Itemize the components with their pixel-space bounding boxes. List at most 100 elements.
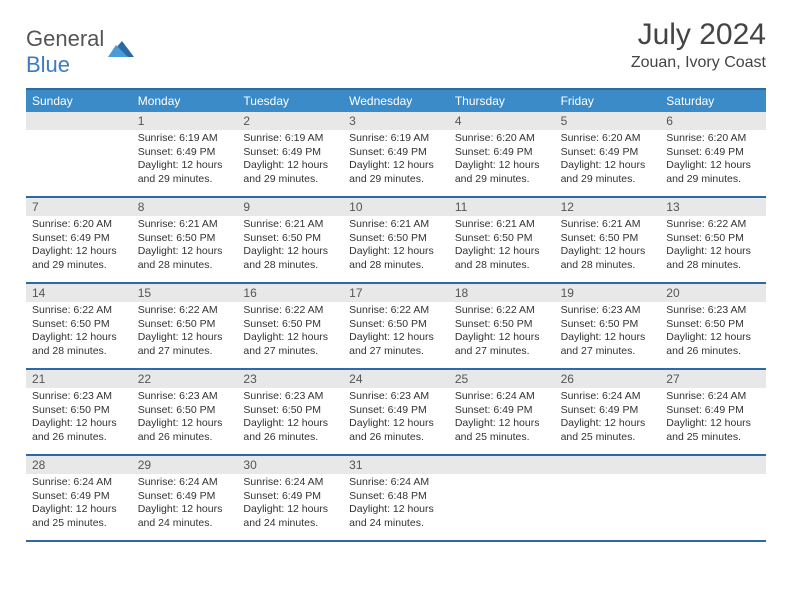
calendar-cell: 30Sunrise: 6:24 AMSunset: 6:49 PMDayligh… — [237, 456, 343, 540]
cell-body: Sunrise: 6:23 AMSunset: 6:49 PMDaylight:… — [343, 388, 449, 449]
day-number: 25 — [449, 370, 555, 388]
day-header-cell: Wednesday — [343, 90, 449, 112]
cell-body: Sunrise: 6:23 AMSunset: 6:50 PMDaylight:… — [555, 302, 661, 363]
day-number: 26 — [555, 370, 661, 388]
calendar-cell: 5Sunrise: 6:20 AMSunset: 6:49 PMDaylight… — [555, 112, 661, 196]
day-number: 3 — [343, 112, 449, 130]
day-number: 15 — [132, 284, 238, 302]
calendar-cell: 29Sunrise: 6:24 AMSunset: 6:49 PMDayligh… — [132, 456, 238, 540]
logo-word2: Blue — [26, 52, 70, 77]
calendar-cell: 2Sunrise: 6:19 AMSunset: 6:49 PMDaylight… — [237, 112, 343, 196]
day-number — [449, 456, 555, 474]
calendar-cell: 20Sunrise: 6:23 AMSunset: 6:50 PMDayligh… — [660, 284, 766, 368]
day-number: 16 — [237, 284, 343, 302]
calendar-cell: 18Sunrise: 6:22 AMSunset: 6:50 PMDayligh… — [449, 284, 555, 368]
day-number: 8 — [132, 198, 238, 216]
day-number: 14 — [26, 284, 132, 302]
day-header-cell: Monday — [132, 90, 238, 112]
day-number: 13 — [660, 198, 766, 216]
calendar-cell: 7Sunrise: 6:20 AMSunset: 6:49 PMDaylight… — [26, 198, 132, 282]
day-number: 18 — [449, 284, 555, 302]
calendar-cell — [555, 456, 661, 540]
day-number: 4 — [449, 112, 555, 130]
calendar-cell: 31Sunrise: 6:24 AMSunset: 6:48 PMDayligh… — [343, 456, 449, 540]
calendar-cell — [449, 456, 555, 540]
day-number: 10 — [343, 198, 449, 216]
calendar-cell: 14Sunrise: 6:22 AMSunset: 6:50 PMDayligh… — [26, 284, 132, 368]
cell-body: Sunrise: 6:20 AMSunset: 6:49 PMDaylight:… — [660, 130, 766, 191]
day-number: 5 — [555, 112, 661, 130]
calendar-cell: 11Sunrise: 6:21 AMSunset: 6:50 PMDayligh… — [449, 198, 555, 282]
day-header-cell: Saturday — [660, 90, 766, 112]
day-number: 7 — [26, 198, 132, 216]
calendar-cell: 25Sunrise: 6:24 AMSunset: 6:49 PMDayligh… — [449, 370, 555, 454]
logo-word1: General — [26, 26, 104, 51]
day-number: 9 — [237, 198, 343, 216]
cell-body: Sunrise: 6:22 AMSunset: 6:50 PMDaylight:… — [26, 302, 132, 363]
cell-body: Sunrise: 6:24 AMSunset: 6:49 PMDaylight:… — [237, 474, 343, 535]
calendar-cell: 21Sunrise: 6:23 AMSunset: 6:50 PMDayligh… — [26, 370, 132, 454]
cell-body: Sunrise: 6:20 AMSunset: 6:49 PMDaylight:… — [555, 130, 661, 191]
day-number — [555, 456, 661, 474]
cell-body: Sunrise: 6:20 AMSunset: 6:49 PMDaylight:… — [26, 216, 132, 277]
cell-body — [555, 474, 661, 534]
day-header-cell: Tuesday — [237, 90, 343, 112]
calendar-cell: 13Sunrise: 6:22 AMSunset: 6:50 PMDayligh… — [660, 198, 766, 282]
week-row: 1Sunrise: 6:19 AMSunset: 6:49 PMDaylight… — [26, 112, 766, 198]
logo: General Blue — [26, 18, 134, 78]
week-row: 21Sunrise: 6:23 AMSunset: 6:50 PMDayligh… — [26, 370, 766, 456]
day-number: 24 — [343, 370, 449, 388]
calendar-cell: 6Sunrise: 6:20 AMSunset: 6:49 PMDaylight… — [660, 112, 766, 196]
calendar-cell: 15Sunrise: 6:22 AMSunset: 6:50 PMDayligh… — [132, 284, 238, 368]
calendar-cell: 22Sunrise: 6:23 AMSunset: 6:50 PMDayligh… — [132, 370, 238, 454]
day-number: 30 — [237, 456, 343, 474]
calendar-cell: 8Sunrise: 6:21 AMSunset: 6:50 PMDaylight… — [132, 198, 238, 282]
calendar-cell — [660, 456, 766, 540]
cell-body: Sunrise: 6:24 AMSunset: 6:49 PMDaylight:… — [132, 474, 238, 535]
day-number: 6 — [660, 112, 766, 130]
cell-body: Sunrise: 6:19 AMSunset: 6:49 PMDaylight:… — [132, 130, 238, 191]
calendar-cell: 16Sunrise: 6:22 AMSunset: 6:50 PMDayligh… — [237, 284, 343, 368]
calendar-cell: 19Sunrise: 6:23 AMSunset: 6:50 PMDayligh… — [555, 284, 661, 368]
header: General Blue July 2024 Zouan, Ivory Coas… — [26, 18, 766, 78]
cell-body: Sunrise: 6:22 AMSunset: 6:50 PMDaylight:… — [132, 302, 238, 363]
cell-body: Sunrise: 6:19 AMSunset: 6:49 PMDaylight:… — [343, 130, 449, 191]
calendar-cell: 28Sunrise: 6:24 AMSunset: 6:49 PMDayligh… — [26, 456, 132, 540]
calendar-cell: 9Sunrise: 6:21 AMSunset: 6:50 PMDaylight… — [237, 198, 343, 282]
cell-body — [26, 130, 132, 190]
title-block: July 2024 Zouan, Ivory Coast — [631, 18, 766, 72]
calendar-cell: 26Sunrise: 6:24 AMSunset: 6:49 PMDayligh… — [555, 370, 661, 454]
cell-body: Sunrise: 6:24 AMSunset: 6:49 PMDaylight:… — [660, 388, 766, 449]
day-number: 17 — [343, 284, 449, 302]
cell-body: Sunrise: 6:21 AMSunset: 6:50 PMDaylight:… — [237, 216, 343, 277]
cell-body: Sunrise: 6:22 AMSunset: 6:50 PMDaylight:… — [449, 302, 555, 363]
day-number: 20 — [660, 284, 766, 302]
cell-body: Sunrise: 6:23 AMSunset: 6:50 PMDaylight:… — [132, 388, 238, 449]
day-number: 21 — [26, 370, 132, 388]
day-number: 19 — [555, 284, 661, 302]
day-header-row: SundayMondayTuesdayWednesdayThursdayFrid… — [26, 90, 766, 112]
cell-body: Sunrise: 6:23 AMSunset: 6:50 PMDaylight:… — [26, 388, 132, 449]
calendar: SundayMondayTuesdayWednesdayThursdayFrid… — [26, 88, 766, 542]
logo-triangle-icon — [108, 39, 134, 66]
day-number: 31 — [343, 456, 449, 474]
calendar-cell: 10Sunrise: 6:21 AMSunset: 6:50 PMDayligh… — [343, 198, 449, 282]
cell-body: Sunrise: 6:21 AMSunset: 6:50 PMDaylight:… — [343, 216, 449, 277]
day-header-cell: Friday — [555, 90, 661, 112]
cell-body: Sunrise: 6:24 AMSunset: 6:49 PMDaylight:… — [449, 388, 555, 449]
day-number: 22 — [132, 370, 238, 388]
cell-body — [449, 474, 555, 534]
cell-body: Sunrise: 6:23 AMSunset: 6:50 PMDaylight:… — [660, 302, 766, 363]
day-header-cell: Thursday — [449, 90, 555, 112]
month-title: July 2024 — [631, 18, 766, 52]
cell-body: Sunrise: 6:19 AMSunset: 6:49 PMDaylight:… — [237, 130, 343, 191]
cell-body: Sunrise: 6:20 AMSunset: 6:49 PMDaylight:… — [449, 130, 555, 191]
calendar-cell: 4Sunrise: 6:20 AMSunset: 6:49 PMDaylight… — [449, 112, 555, 196]
cell-body: Sunrise: 6:22 AMSunset: 6:50 PMDaylight:… — [660, 216, 766, 277]
week-row: 28Sunrise: 6:24 AMSunset: 6:49 PMDayligh… — [26, 456, 766, 542]
day-number: 29 — [132, 456, 238, 474]
day-number — [26, 112, 132, 130]
calendar-cell: 23Sunrise: 6:23 AMSunset: 6:50 PMDayligh… — [237, 370, 343, 454]
week-row: 14Sunrise: 6:22 AMSunset: 6:50 PMDayligh… — [26, 284, 766, 370]
calendar-cell: 12Sunrise: 6:21 AMSunset: 6:50 PMDayligh… — [555, 198, 661, 282]
